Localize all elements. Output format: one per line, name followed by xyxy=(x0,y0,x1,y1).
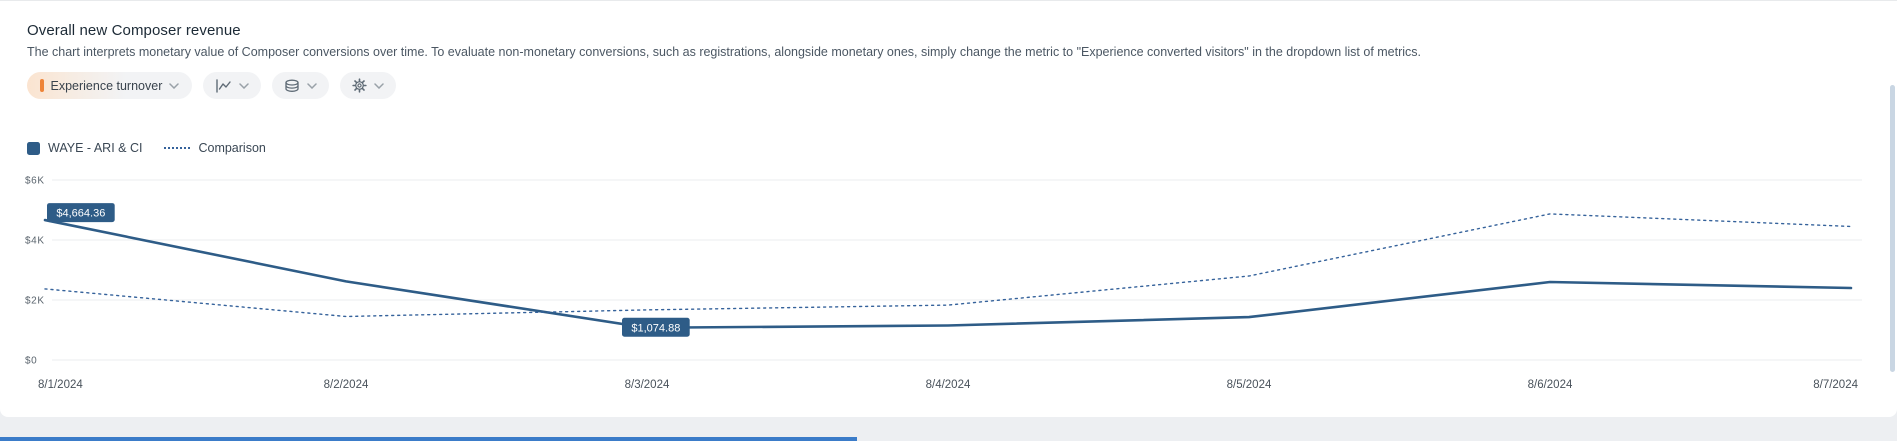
legend-label: WAYE - ARI & CI xyxy=(48,141,143,155)
y-axis-tick-label: $4K xyxy=(25,236,45,247)
legend-item-comparison[interactable]: Comparison xyxy=(164,141,266,155)
revenue-line-chart: $0 $2K $4K $6K 8/1/2024 8/2/2024 8/3/2024 8/4/2… xyxy=(25,176,1862,391)
gear-icon xyxy=(352,78,368,93)
legend-item-main-series[interactable]: WAYE - ARI & CI xyxy=(27,141,142,155)
y-axis-tick-label: $6K xyxy=(25,176,45,187)
settings-dropdown[interactable] xyxy=(340,72,397,99)
metric-selector-dropdown[interactable]: Experience turnover xyxy=(27,72,193,99)
line-chart-icon xyxy=(215,78,232,93)
y-axis-tick-label: $0 xyxy=(25,356,37,367)
x-axis-tick-label: 8/5/2024 xyxy=(1227,379,1272,391)
x-axis-tick-label: 8/3/2024 xyxy=(625,379,670,391)
revenue-chart-area: $0 $2K $4K $6K 8/1/2024 8/2/2024 8/3/2024 8/4/2… xyxy=(0,160,1870,400)
vertical-scrollbar-thumb[interactable] xyxy=(1890,85,1895,372)
metric-selector-label: Experience turnover xyxy=(50,78,163,93)
chart-legend: WAYE - ARI & CI Comparison xyxy=(27,141,1897,155)
data-source-dropdown[interactable] xyxy=(272,72,330,99)
chevron-down-icon xyxy=(169,82,180,89)
value-badge-label: $1,074.88 xyxy=(631,322,680,334)
value-badge xyxy=(47,203,115,223)
x-axis-tick-label: 8/1/2024 xyxy=(38,379,83,391)
chart-toolbar: Experience turnover xyxy=(27,72,1897,99)
x-axis-tick-label: 8/4/2024 xyxy=(926,379,971,391)
database-icon xyxy=(284,79,300,93)
chart-widget-card: Overall new Composer revenue The chart i… xyxy=(0,0,1897,417)
value-badge-label: $4,664.36 xyxy=(56,208,105,220)
series-square-swatch-icon xyxy=(27,141,40,155)
legend-label: Comparison xyxy=(198,141,266,155)
x-axis-tick-label: 8/6/2024 xyxy=(1528,379,1573,391)
chevron-down-icon xyxy=(374,82,385,89)
x-axis-tick-label: 8/2/2024 xyxy=(324,379,369,391)
chart-type-dropdown[interactable] xyxy=(203,72,262,99)
series-line-main xyxy=(43,218,1853,330)
y-axis-tick-label: $2K xyxy=(25,296,45,307)
metric-color-bar-icon xyxy=(40,79,44,92)
horizontal-scrollbar-thumb[interactable] xyxy=(0,437,857,441)
page-title: Overall new Composer revenue xyxy=(27,22,241,39)
page-description: The chart interprets monetary value of C… xyxy=(27,45,1422,59)
x-axis-tick-label: 8/7/2024 xyxy=(1813,379,1858,391)
dotted-line-swatch-icon xyxy=(164,147,191,149)
value-badge xyxy=(622,317,690,337)
chevron-down-icon xyxy=(239,82,250,89)
chevron-down-icon xyxy=(307,82,318,89)
series-line-comparison xyxy=(44,213,1852,318)
